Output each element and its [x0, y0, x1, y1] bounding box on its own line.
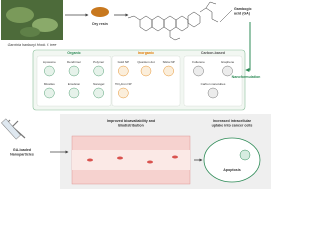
vessel-lumen: [72, 150, 190, 170]
item-label: Carbon nanotubes: [201, 82, 226, 86]
leaf: [6, 7, 34, 23]
leaf: [32, 18, 58, 32]
item-icon: [163, 65, 174, 77]
group-title: Inorganic: [138, 51, 154, 55]
item-label: Quantum dot: [137, 60, 155, 64]
bioavailability-label: Biodistribution: [118, 123, 144, 127]
item-label: Dendrimer: [67, 60, 81, 64]
item-icon: [140, 65, 152, 77]
item-label: Emulsion: [68, 82, 81, 86]
compound-label: Gambogic: [234, 7, 252, 11]
nanoformulation-label: Nanoformulation: [232, 75, 261, 79]
item-label: Gold NP: [118, 60, 129, 64]
pointer: [219, 9, 233, 23]
uptake-label: Increased intracellular: [213, 119, 252, 123]
group-title: Carbon-based: [201, 51, 225, 55]
syringe-body: [1, 118, 21, 140]
item-icon: [93, 87, 104, 99]
carrier-label: Nanoparticles: [10, 152, 34, 156]
item-icon: [93, 65, 104, 77]
item-label: Liposome: [43, 60, 56, 64]
item-label: Fullerene: [192, 60, 205, 64]
red-cells: [87, 155, 178, 164]
bioavailability-label: Improved bioavailability and: [107, 119, 155, 123]
resin-label: Dry resin: [92, 22, 108, 26]
item-label: Micelles: [44, 82, 55, 86]
vesicle: [239, 149, 251, 161]
item-icon: [44, 65, 55, 77]
graphical-abstract: Organic Liposome Dendrimer Polymer Micelles E…: [1, 0, 271, 189]
group-box: [111, 55, 181, 107]
caption: Garcinia hanburyi Hook. f. tree: [8, 43, 57, 47]
uptake-label: uptake into cancer cells: [212, 123, 253, 127]
item-icon: [44, 87, 55, 99]
resin: [91, 7, 109, 17]
molecule: [127, 1, 219, 41]
item-label: Graphene: [221, 60, 235, 64]
item-icon: [68, 87, 80, 99]
compound-label: acid (GA): [234, 11, 251, 15]
item-icon: [118, 65, 129, 77]
item-label: Nanogel: [93, 82, 105, 86]
carrier-label: GA-loaded: [13, 148, 31, 152]
item-label: Silica NP: [163, 60, 175, 64]
group-title: Organic: [67, 51, 81, 55]
apoptosis-label: Apoptosis: [223, 168, 241, 172]
arrow: [245, 22, 251, 72]
leaf: [20, 27, 40, 37]
item-icon: [193, 65, 204, 77]
cancer-cell: [203, 137, 261, 183]
group-box: [36, 55, 112, 107]
item-label: TiO₂/iron NP: [115, 82, 132, 86]
item-icon: [118, 87, 129, 99]
item-icon: [207, 87, 219, 99]
item-label: Polymer: [93, 60, 104, 64]
item-icon: [68, 65, 80, 77]
item-icon: [222, 65, 233, 77]
